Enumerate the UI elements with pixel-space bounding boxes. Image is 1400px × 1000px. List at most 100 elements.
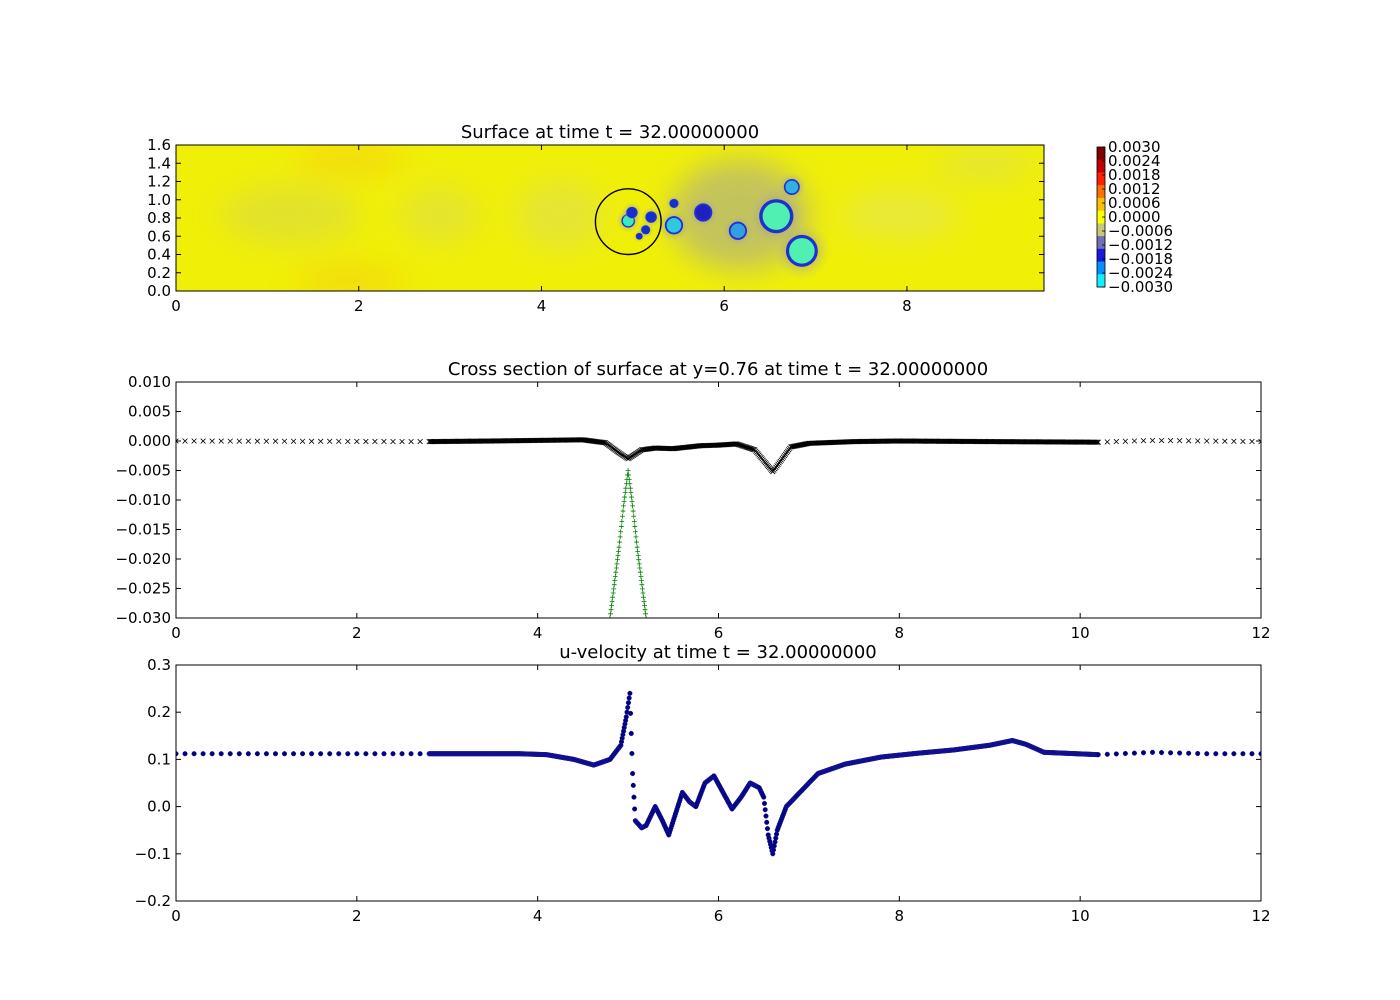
x-tick-label: 0 [171, 297, 181, 315]
cross-section-x-marker [788, 444, 794, 450]
depression-core [695, 205, 711, 220]
u-velocity-point [628, 710, 634, 716]
u-velocity-point [1186, 750, 1192, 756]
y-tick-label: 0.6 [147, 227, 171, 245]
cross-section-axes-background [176, 382, 1261, 618]
u-velocity-point [1140, 750, 1147, 756]
surface-depressions [615, 172, 832, 281]
cross-section-x-marker [801, 441, 808, 447]
x-tick-label: 8 [895, 624, 905, 642]
cross-section-x-marker [1195, 438, 1201, 444]
x-tick-label: 6 [714, 907, 724, 925]
x-tick-label: 10 [1071, 624, 1090, 642]
u-velocity-point [182, 751, 188, 757]
cross-section-x-marker [1258, 438, 1261, 445]
colorbar-tick-label: 0.0000 [1108, 208, 1161, 226]
u-velocity-axis-ticks: 0 2 4 6 8 10 12 0.3 0.2 0.1 0.0 −0.1 −0.2 [135, 656, 1271, 925]
x-tick-label: 6 [714, 624, 724, 642]
depression-core [730, 223, 746, 239]
u-velocity-point [628, 730, 634, 736]
u-velocity-point [245, 751, 251, 757]
y-tick-label: 0.2 [147, 264, 171, 282]
u-velocity-point [1249, 751, 1255, 757]
cross-section-plus-marker [622, 494, 628, 500]
cross-section-x-marker [354, 438, 360, 445]
u-velocity-point [1204, 751, 1210, 757]
cross-section-plus-marker [627, 481, 633, 487]
cross-section-plus-marker [620, 508, 626, 514]
cross-section-x-marker [1095, 439, 1101, 445]
cross-section-x-marker [1158, 437, 1165, 444]
cross-section-plus-marker [617, 534, 623, 540]
y-tick-label: 0.1 [147, 750, 171, 768]
cross-section-plus-marker [637, 565, 643, 571]
cross-section-x-marker [789, 444, 795, 450]
cross-section-x-marker [417, 438, 423, 445]
cross-section-x-marker [182, 438, 188, 444]
colorbar-tick-label: −0.0018 [1108, 250, 1173, 268]
cross-section-plus-marker [616, 548, 621, 554]
cross-section-plus-marker [618, 529, 624, 535]
x-tick-label: 12 [1251, 907, 1270, 925]
cross-section-x-marker [272, 438, 279, 444]
cross-section-plus-marker [633, 529, 638, 535]
cross-section-plus-marker [619, 518, 625, 524]
cross-section-plus-marker [609, 598, 615, 604]
cross-section-x-marker [327, 438, 333, 445]
cross-section-x-marker [227, 438, 233, 444]
cross-section-panel: Cross section of surface at y=0.76 at ti… [115, 359, 1270, 642]
u-velocity-point [627, 690, 633, 696]
y-tick-label: 1.4 [147, 154, 171, 172]
cross-section-plus-marker [641, 598, 647, 604]
cross-section-x-marker [1104, 439, 1110, 445]
cross-section-plus-marker [636, 561, 642, 567]
cross-section-plus-marker [610, 594, 616, 600]
colorbar-band [1097, 236, 1105, 250]
u-velocity-point [381, 751, 387, 757]
cross-section-x-marker [254, 438, 261, 444]
cross-section-x-marker [1113, 438, 1120, 445]
u-velocity-point [372, 751, 378, 757]
cross-section-x-marker [263, 438, 270, 444]
cross-section-x-marker [790, 443, 796, 450]
u-velocity-point [327, 751, 333, 757]
x-tick-label: 2 [352, 624, 362, 642]
cross-section-marks [176, 437, 1261, 618]
cross-section-plus-marker [636, 557, 642, 563]
cross-section-plus-marker [630, 508, 636, 514]
cross-section-plus-marker [642, 603, 647, 608]
u-velocity-point [623, 714, 629, 720]
cross-section-plus-marker [629, 494, 634, 500]
y-tick-label: −0.030 [115, 609, 171, 627]
u-velocity-title: u-velocity at time t = 32.00000000 [559, 642, 877, 663]
colorbar-tick-label: −0.0012 [1108, 236, 1173, 254]
u-velocity-point [390, 751, 396, 757]
depression-core [789, 238, 815, 264]
y-tick-label: 1.6 [147, 136, 171, 154]
cross-section-plus-marker [634, 544, 640, 550]
cross-section-plus-marker [625, 468, 631, 473]
cross-section-plus-marker [622, 490, 628, 496]
cross-section-x-marker [1149, 437, 1156, 444]
u-velocity-point [625, 704, 631, 711]
y-tick-label: 0.0 [147, 282, 171, 300]
colorbar-tick-label: 0.0006 [1108, 194, 1161, 212]
depression-core [627, 207, 637, 218]
colorbar-tick-label: −0.0006 [1108, 222, 1173, 240]
x-tick-label: 0 [171, 907, 181, 925]
depression-core [670, 199, 678, 208]
u-velocity-point [399, 751, 405, 757]
colorbar-band [1097, 159, 1105, 173]
cross-section-x-marker [1204, 438, 1210, 444]
cross-section-x-marker [797, 442, 804, 448]
colorbar-band [1097, 274, 1105, 288]
cross-section-plus-marker [610, 590, 616, 596]
cross-section-x-marker [799, 441, 806, 448]
cross-section-x-marker [363, 438, 369, 445]
cross-section-x-marker [1176, 438, 1183, 444]
y-tick-label: −0.1 [135, 845, 171, 863]
cross-section-plus-marker [638, 573, 644, 579]
cross-section-x-marker [345, 438, 351, 445]
colorbar-tick-label: 0.0024 [1108, 152, 1161, 170]
cross-section-plus-marker [611, 586, 617, 592]
